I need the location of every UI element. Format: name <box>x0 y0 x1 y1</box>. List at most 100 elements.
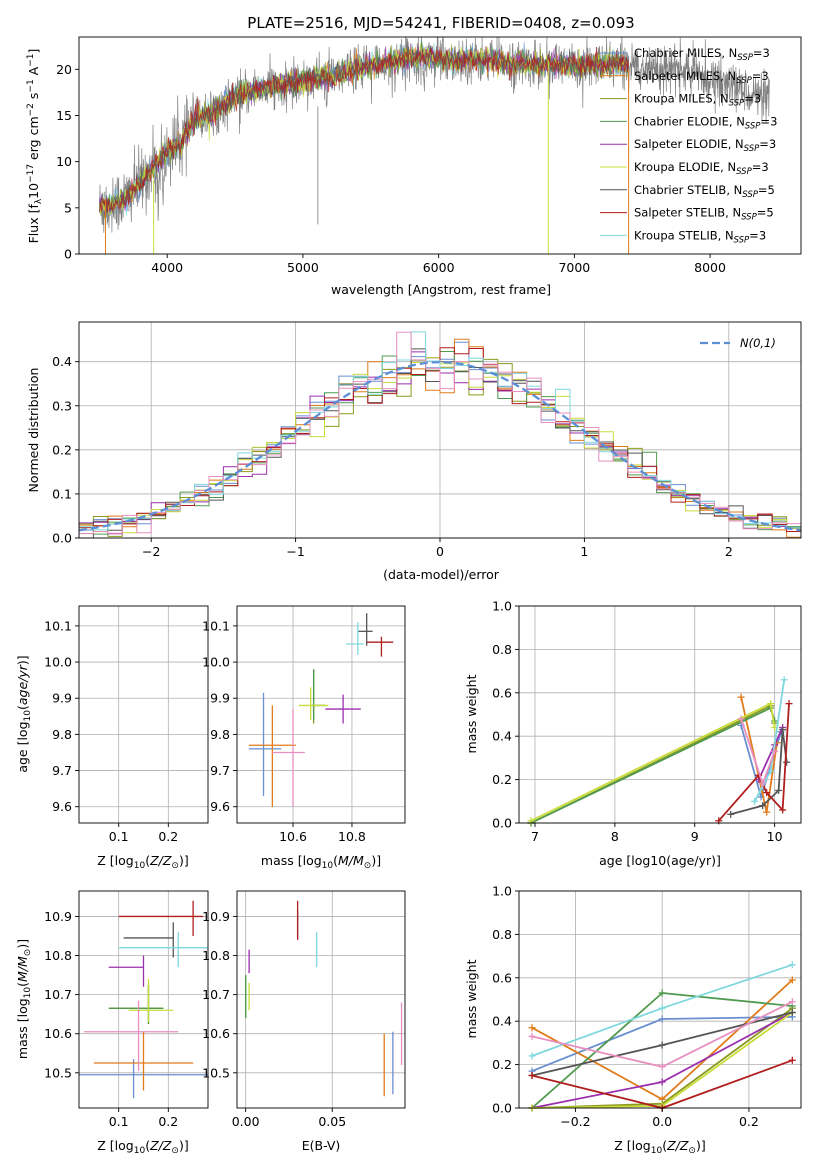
y-label-part: λ <box>34 198 44 204</box>
legend-eq: = <box>752 69 762 83</box>
y-tick-label: 0.4 <box>492 1014 512 1029</box>
y-tick-label: 9.9 <box>52 691 72 706</box>
legend-n: N <box>725 228 734 242</box>
plot-area <box>79 331 801 538</box>
panel-spectrum: 4000 5000 6000 7000 8000 0 5 10 15 20 <box>56 36 802 275</box>
y-label-part: ( <box>15 705 30 710</box>
y-tick-label: 9.6 <box>210 799 230 814</box>
legend-name: Chabrier ELODIE <box>634 114 729 128</box>
y-label-part: ( <box>15 982 30 987</box>
legend-eq: = <box>752 160 762 174</box>
x-tick-label: 9 <box>691 829 699 844</box>
y-tick-label: 0 <box>64 247 72 262</box>
x-label-part: )] <box>179 1138 189 1153</box>
x-tick-label: 6000 <box>423 260 455 275</box>
x-label-part: ( <box>662 1138 667 1153</box>
plot-area <box>62 611 213 806</box>
y-label-part: )] <box>15 939 30 949</box>
legend-n-sub: SSP <box>744 144 760 154</box>
x-label-part: ( <box>333 853 338 868</box>
y-label-part: −17 <box>26 164 36 183</box>
y-tick-label: 9.7 <box>210 763 230 778</box>
plot-area <box>528 961 796 1112</box>
x-label-part: ⊙ <box>688 1146 696 1156</box>
x-label-part: )] <box>696 1138 706 1153</box>
panel-age-vs-mass: 10.6 10.8 9.6 9.7 9.8 9.9 10.0 10.1 <box>202 605 406 844</box>
x-label-part: )] <box>179 853 189 868</box>
y-tick-label: 9.8 <box>210 727 230 742</box>
legend-n: N <box>729 46 738 60</box>
y-label-part: ⊙ <box>23 949 33 957</box>
legend-n: N <box>735 137 744 151</box>
x-tick-label: 0 <box>436 544 444 559</box>
legend-sep: , <box>720 160 727 174</box>
y-tick-label: 0.2 <box>52 442 72 457</box>
y-tick-label: 10.6 <box>44 1026 72 1041</box>
plot-area <box>248 613 394 807</box>
legend-eq: = <box>744 92 754 106</box>
legend-name: Kroupa MILES <box>634 92 713 106</box>
x-label-part: ⊙ <box>364 861 372 871</box>
legend-name: Chabrier STELIB <box>634 183 726 197</box>
x-axis-label: E(B-V) <box>302 1138 341 1153</box>
legend-label: Chabrier STELIB, NSSP=5 <box>634 183 775 200</box>
legend-n-value: 5 <box>766 206 773 220</box>
x-tick-label: 8 <box>611 829 619 844</box>
x-axis-label: mass [log10(M/M⊙)] <box>261 853 381 871</box>
plot-area <box>79 900 208 1099</box>
y-tick-label: 10.9 <box>202 909 230 924</box>
x-tick-label: 7000 <box>558 260 590 275</box>
y-tick-label: 1.0 <box>492 599 512 614</box>
x-axis-label: Z [log10(Z/Z⊙)] <box>614 1138 705 1156</box>
x-tick-label: −2 <box>142 544 160 559</box>
y-label-part: −2 <box>26 103 36 116</box>
panel-mass-weight-vs-age: 7 8 9 10 0.0 0.2 0.4 0.6 0.8 1.0 <box>492 599 802 844</box>
y-tick-label: 10.0 <box>202 655 230 670</box>
y-tick-label: 0.0 <box>492 816 512 831</box>
legend-label: Kroupa STELIB, NSSP=3 <box>634 228 766 245</box>
y-tick-label: 9.8 <box>52 727 72 742</box>
x-label-part: ( <box>145 853 150 868</box>
panel-mass-vs-Z: 0.1 0.2 10.5 10.6 10.7 10.8 10.9 <box>44 890 209 1129</box>
y-tick-label: 10.7 <box>44 987 72 1002</box>
y-tick-label: 0.2 <box>492 1057 512 1072</box>
legend-n-value: 5 <box>768 183 775 197</box>
y-label-part: erg cm <box>26 116 41 164</box>
y-tick-label: 0.6 <box>492 970 512 985</box>
y-tick-label: 9.6 <box>52 799 72 814</box>
x-axis-label: age [log10(age/yr)] <box>599 853 721 868</box>
x-tick-label: 7 <box>531 829 539 844</box>
panel-residual-histogram: −2 −1 0 1 2 0.0 0.1 0.2 0.3 0.4 <box>52 321 802 559</box>
legend-eq: = <box>749 228 759 242</box>
x-tick-label: 0.1 <box>109 829 129 844</box>
x-label-part: M/M <box>338 853 364 868</box>
legend-n: N <box>720 92 729 106</box>
y-label-part: −1 <box>26 79 36 92</box>
x-tick-label: 10 <box>767 829 783 844</box>
x-label-part: 10 <box>134 861 146 871</box>
axes-frame <box>518 890 802 1109</box>
legend-n: N <box>732 206 741 220</box>
x-tick-label: 2 <box>725 544 733 559</box>
legend-eq: = <box>759 137 769 151</box>
legend-label: Chabrier ELODIE, NSSP=3 <box>634 114 777 131</box>
legend-n: N <box>736 114 745 128</box>
legend-eq: = <box>758 183 768 197</box>
legend-n-value: 3 <box>759 228 766 242</box>
legend-n: N <box>734 183 743 197</box>
x-tick-label: −0.2 <box>560 1114 590 1129</box>
legend-n-value: 3 <box>754 92 761 106</box>
legend-n-sub: SSP <box>729 99 745 109</box>
legend-label: Chabrier MILES, NSSP=3 <box>634 46 770 63</box>
y-label-part: −1 <box>26 54 36 67</box>
legend-n-value: 3 <box>761 69 768 83</box>
legend-eq: = <box>757 206 767 220</box>
y-tick-label: 10.8 <box>44 948 72 963</box>
y-label-part: 10 <box>26 183 41 199</box>
y-label-part: )] <box>15 655 30 665</box>
x-label-part: Z [log <box>614 1138 650 1153</box>
y-tick-label: 0.6 <box>492 685 512 700</box>
y-tick-label: 9.7 <box>52 763 72 778</box>
